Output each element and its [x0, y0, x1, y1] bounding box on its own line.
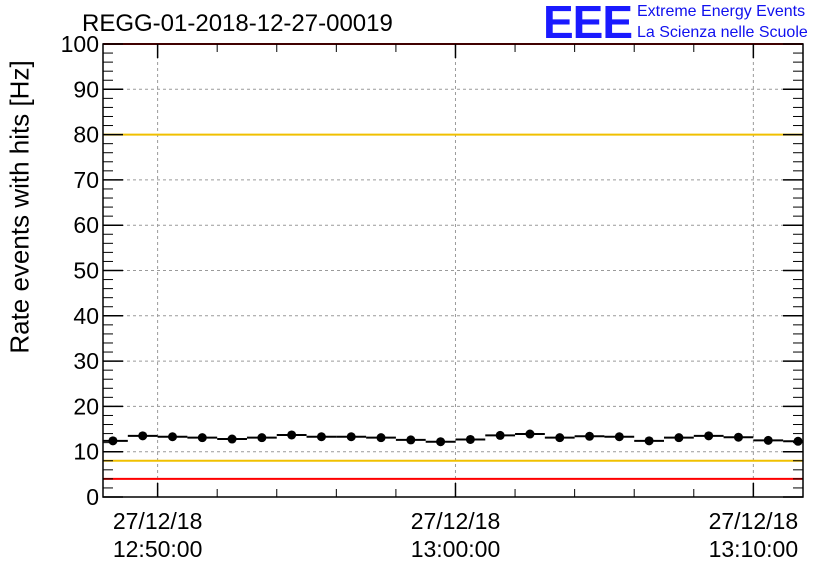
threshold-lines	[103, 43, 803, 480]
data-point	[495, 430, 505, 440]
tick-labels: 010203040506070809010027/12/1812:50:0027…	[61, 31, 798, 562]
y-tick-label: 30	[73, 348, 99, 374]
x-tick-date: 27/12/18	[113, 508, 203, 534]
data-series	[103, 429, 803, 447]
data-point	[257, 433, 267, 443]
x-tick-date: 27/12/18	[709, 508, 799, 534]
data-point	[376, 433, 386, 443]
data-point	[733, 432, 743, 442]
data-point	[763, 435, 773, 445]
data-point	[585, 431, 595, 441]
data-point	[704, 431, 714, 441]
x-tick-time: 13:00:00	[411, 536, 501, 562]
y-tick-label: 50	[73, 258, 99, 284]
data-point	[227, 434, 237, 444]
axis-ticks	[103, 43, 803, 498]
logo-line-2: La Scienza nelle Scuole	[637, 24, 808, 41]
data-point	[525, 429, 535, 439]
data-point	[138, 431, 148, 441]
y-tick-label: 10	[73, 439, 99, 465]
chart-title: REGG-01-2018-12-27-00019	[82, 10, 393, 37]
y-tick-label: 40	[73, 303, 99, 329]
data-point	[555, 433, 565, 443]
data-point	[406, 435, 416, 445]
data-point	[793, 436, 803, 446]
x-tick-time: 13:10:00	[709, 536, 799, 562]
y-axis-label: Rate events with hits [Hz]	[4, 60, 35, 354]
x-tick-time: 12:50:00	[113, 536, 203, 562]
y-tick-label: 60	[73, 212, 99, 238]
y-tick-label: 100	[61, 31, 99, 57]
y-tick-label: 0	[86, 484, 99, 510]
data-point	[436, 437, 446, 447]
data-point	[108, 436, 118, 446]
data-point	[346, 432, 356, 442]
data-point	[465, 434, 475, 444]
data-point	[168, 432, 178, 442]
y-axis-label-wrap: Rate events with hits [Hz]	[0, 0, 40, 572]
data-point	[644, 436, 654, 446]
data-point	[316, 432, 326, 442]
eee-logo: EEE	[543, 0, 633, 48]
data-point	[674, 433, 684, 443]
grid-lines	[103, 44, 803, 497]
logo-line-1: Extreme Energy Events	[637, 3, 806, 20]
data-point	[287, 430, 297, 440]
y-tick-label: 90	[73, 76, 99, 102]
data-point	[614, 432, 624, 442]
data-point	[197, 433, 207, 443]
x-tick-date: 27/12/18	[411, 508, 501, 534]
y-tick-label: 20	[73, 393, 99, 419]
y-tick-label: 80	[73, 122, 99, 148]
y-tick-label: 70	[73, 167, 99, 193]
